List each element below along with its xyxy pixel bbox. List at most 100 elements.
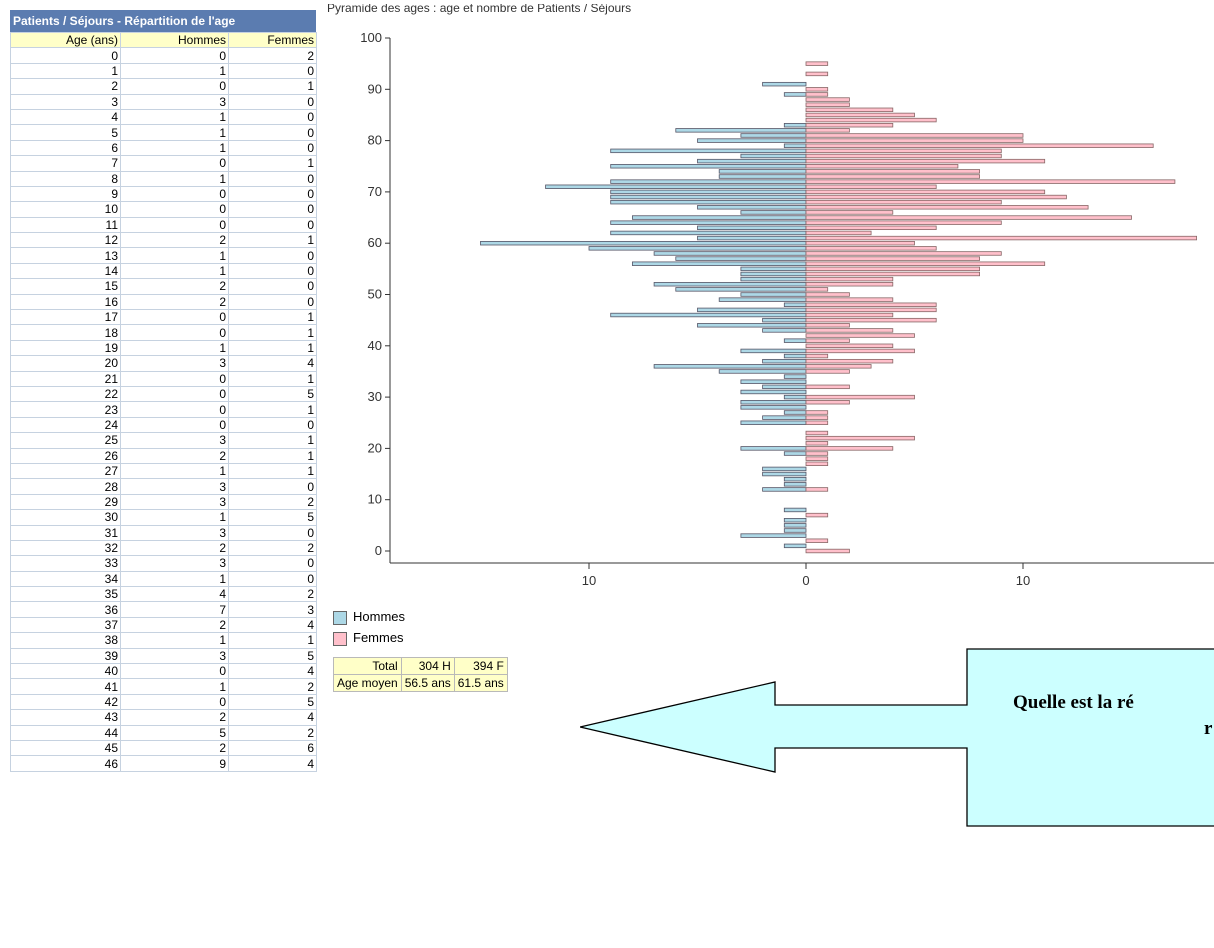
cell-age: 21 [10,370,121,387]
cell-femmes: 4 [228,616,317,634]
bar-femmes [805,369,850,374]
cell-hommes: 1 [120,124,229,141]
table-row: 18 0 1 [10,324,317,341]
table-row: 26 2 1 [10,447,317,464]
cell-age: 0 [10,47,121,64]
cell-femmes: 0 [228,416,317,434]
cell-age: 19 [10,339,121,357]
bar-femmes [805,148,1002,154]
cell-femmes: 0 [228,262,317,280]
bar-hommes [480,240,807,246]
bar-femmes [805,297,894,302]
avg-label: Age moyen [333,674,402,692]
bar-femmes [805,333,915,338]
bar-hommes [740,133,807,138]
bar-hommes [783,92,807,97]
bar-hommes [783,353,807,359]
bar-hommes [697,307,807,313]
bar-femmes [805,446,894,451]
cell-age: 44 [10,724,121,741]
bar-femmes [805,312,894,318]
bar-femmes [805,512,829,518]
cell-femmes: 0 [228,185,317,203]
cell-hommes: 1 [120,170,229,187]
bar-hommes [740,276,807,282]
cell-age: 26 [10,447,121,464]
cell-femmes: 1 [228,462,317,480]
cell-femmes: 1 [228,78,317,95]
cell-femmes: 2 [228,724,317,741]
bar-femmes [805,251,1002,256]
x-tick-label: 10 [582,573,596,588]
cell-hommes: 0 [120,370,229,387]
cell-femmes: 1 [228,324,317,341]
cell-age: 41 [10,678,121,695]
table-row: 20 3 4 [10,355,317,372]
bar-hommes [762,81,807,87]
cell-femmes: 1 [228,401,317,418]
header-femmes: Femmes [228,31,317,49]
cell-age: 22 [10,385,121,403]
table-row: 29 3 2 [10,493,317,511]
y-tick-label: 60 [368,235,382,250]
table-row: 35 4 2 [10,586,317,603]
cell-femmes: 0 [228,570,317,588]
y-tick-label: 70 [368,184,382,199]
table-row: 43 2 4 [10,709,317,726]
bar-hommes [610,220,807,225]
cell-hommes: 1 [120,678,229,695]
cell-age: 43 [10,709,121,726]
bar-hommes [783,338,807,343]
bar-hommes [610,312,807,318]
cell-hommes: 9 [120,755,229,772]
bar-hommes [740,400,807,405]
bar-femmes [805,415,829,420]
chart-title: Pyramide des ages : age et nombre de Pat… [327,4,632,15]
table-row: 39 3 5 [10,647,317,665]
bar-hommes [783,302,807,307]
cell-femmes: 0 [228,555,317,572]
bar-femmes [805,117,937,123]
table-row: 37 2 4 [10,616,317,634]
cell-hommes: 0 [120,401,229,418]
cell-hommes: 0 [120,47,229,64]
cell-femmes: 0 [228,170,317,187]
table-row: 34 1 0 [10,570,317,588]
bar-hommes [783,523,807,528]
bar-femmes [805,384,850,390]
bar-hommes [783,123,807,128]
y-tick-label: 10 [368,492,382,507]
table-row: 42 0 5 [10,693,317,711]
legend-femmes-label: Femmes [353,630,404,645]
cell-hommes: 0 [120,663,229,680]
bar-femmes [805,400,850,405]
bar-femmes [805,328,894,333]
y-tick-label: 40 [368,338,382,353]
cell-hommes: 3 [120,478,229,495]
cell-femmes: 3 [228,601,317,618]
bar-hommes [762,487,807,492]
summary-total-row: Total 304 H 394 F [333,657,508,675]
total-hommes: 304 H [400,657,455,675]
cell-femmes: 2 [228,539,317,557]
cell-hommes: 7 [120,601,229,618]
cell-femmes: 0 [228,139,317,157]
cell-hommes: 1 [120,509,229,526]
bar-femmes [805,451,829,456]
cell-age: 9 [10,185,121,203]
cell-femmes: 0 [228,93,317,110]
bar-femmes [805,282,894,287]
cell-age: 13 [10,247,121,264]
cell-age: 8 [10,170,121,187]
cell-age: 29 [10,493,121,511]
cell-femmes: 1 [228,339,317,357]
bar-hommes [783,410,807,415]
table-row: 25 3 1 [10,432,317,449]
bar-hommes [697,158,807,164]
legend-femmes: Femmes [333,630,404,646]
bar-hommes [783,451,807,456]
